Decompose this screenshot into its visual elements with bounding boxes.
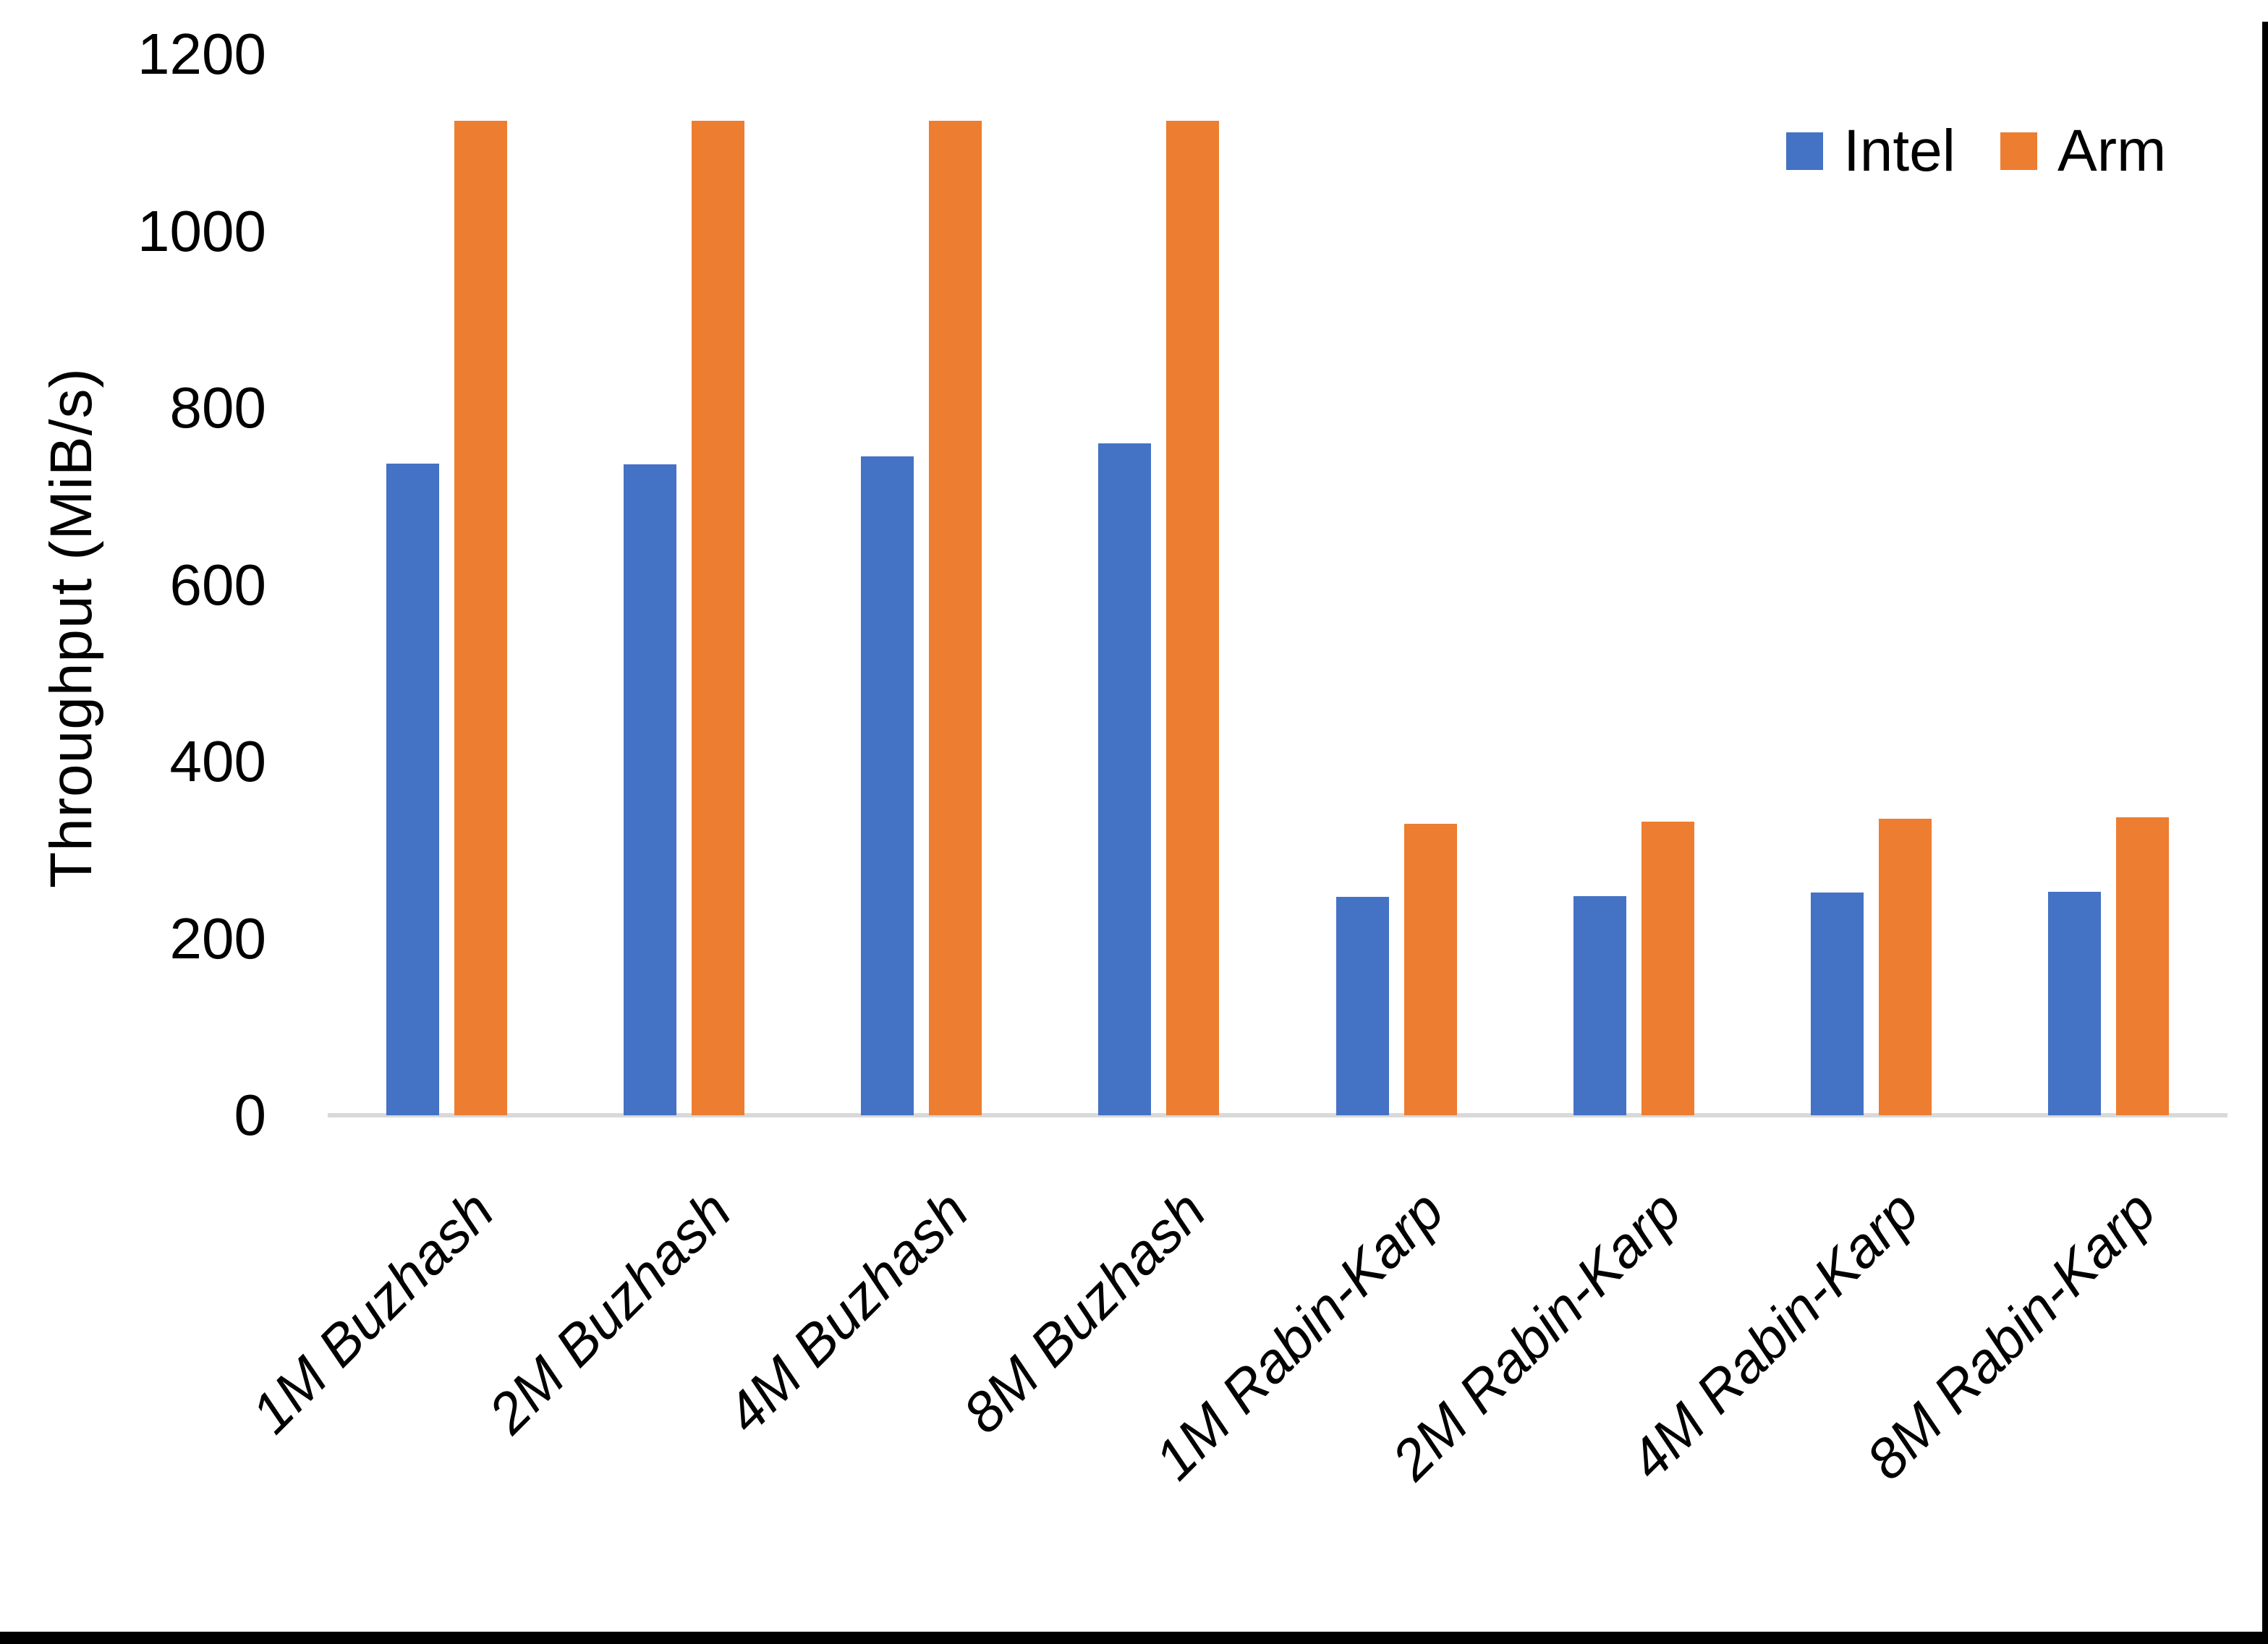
bar-arm [1879, 819, 1932, 1115]
y-tick-label: 400 [169, 729, 266, 793]
bar-arm [454, 120, 507, 1115]
y-tick-label: 1000 [137, 198, 266, 263]
y-tick-label: 200 [169, 906, 266, 971]
bar-intel [861, 456, 914, 1115]
x-category-label: 4M Buzhash [713, 1178, 981, 1446]
bar-intel [386, 464, 439, 1115]
bar-intel [623, 464, 676, 1115]
legend-item-intel: Intel [1786, 122, 1955, 181]
bar-intel [2048, 891, 2102, 1115]
legend-label: Intel [1843, 118, 1955, 184]
bar-arm [1166, 120, 1220, 1115]
legend-item-arm: Arm [2000, 122, 2166, 181]
legend-swatch-arm-icon [2000, 132, 2037, 170]
bar-arm [1403, 823, 1457, 1115]
y-tick-label: 600 [169, 552, 266, 617]
bar-arm [929, 120, 982, 1115]
legend: Intel Arm [1786, 122, 2166, 181]
bar-arm [1641, 822, 1694, 1115]
y-tick-label: 0 [234, 1083, 267, 1147]
x-category-label: 2M Buzhash [476, 1178, 743, 1446]
window-edge-right [2262, 22, 2268, 1644]
y-tick-label: 800 [169, 375, 266, 440]
bar-intel [1335, 897, 1389, 1115]
x-category-label: 1M Buzhash [238, 1178, 506, 1446]
bar-arm [2116, 817, 2170, 1115]
x-axis-line [328, 1113, 2227, 1117]
y-tick-label: 1200 [137, 22, 266, 86]
bar-intel [1573, 895, 1626, 1115]
bar-intel [1098, 443, 1152, 1115]
window-edge-bottom [0, 1632, 2268, 1644]
x-category-label: 8M Buzhash [951, 1178, 1218, 1446]
legend-swatch-intel-icon [1786, 132, 1823, 170]
bar-intel [1811, 892, 1864, 1115]
legend-label: Arm [2057, 118, 2167, 184]
bar-arm [691, 120, 744, 1115]
y-axis-title: Throughput (MiB/s) [38, 367, 104, 888]
